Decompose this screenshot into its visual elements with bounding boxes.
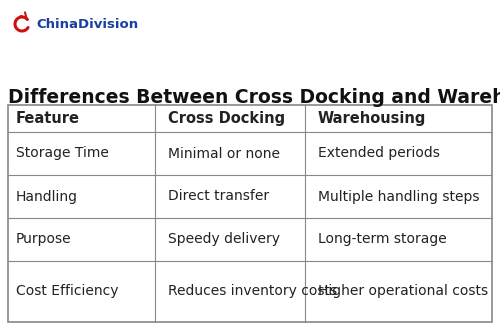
Text: Cross Docking: Cross Docking — [168, 111, 285, 126]
Text: Minimal or none: Minimal or none — [168, 147, 280, 160]
Text: ChinaDivision: ChinaDivision — [36, 18, 138, 31]
Text: Feature: Feature — [16, 111, 80, 126]
Text: Extended periods: Extended periods — [318, 147, 440, 160]
Text: Reduces inventory costs: Reduces inventory costs — [168, 284, 337, 299]
Text: Multiple handling steps: Multiple handling steps — [318, 189, 480, 204]
Bar — [8, 105, 492, 322]
Text: Warehousing: Warehousing — [318, 111, 426, 126]
Text: Cost Efficiency: Cost Efficiency — [16, 284, 118, 299]
Text: Handling: Handling — [16, 189, 78, 204]
Text: Direct transfer: Direct transfer — [168, 189, 269, 204]
Text: Speedy delivery: Speedy delivery — [168, 233, 280, 247]
Text: Storage Time: Storage Time — [16, 147, 109, 160]
Text: Long-term storage: Long-term storage — [318, 233, 447, 247]
Text: Purpose: Purpose — [16, 233, 72, 247]
Text: Differences Between Cross Docking and Warehousing: Differences Between Cross Docking and Wa… — [8, 88, 500, 107]
Text: Higher operational costs: Higher operational costs — [318, 284, 488, 299]
